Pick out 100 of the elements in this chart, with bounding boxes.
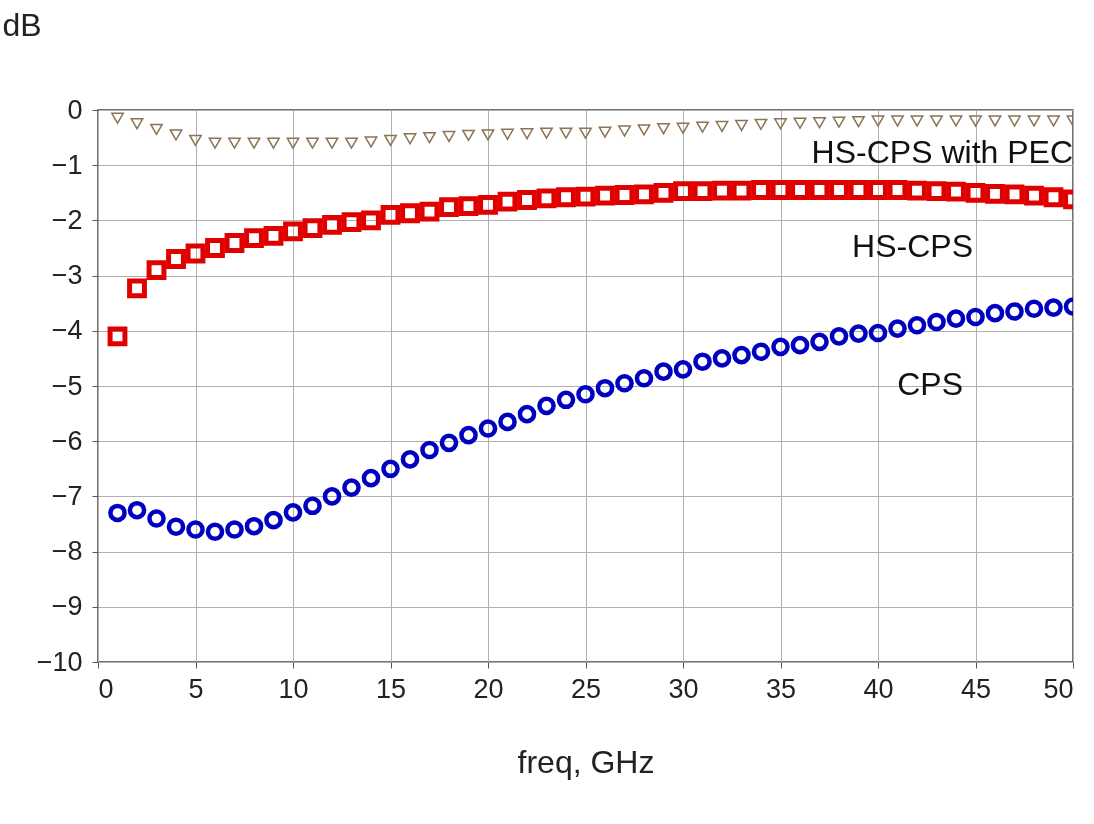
point: [419, 201, 440, 222]
point: [790, 180, 810, 200]
point: [127, 500, 147, 520]
point: [965, 182, 986, 203]
point: [712, 180, 732, 201]
point: [732, 345, 751, 365]
point: [127, 278, 147, 299]
point: [637, 124, 651, 136]
point: [751, 342, 771, 362]
point: [244, 516, 264, 536]
point: [1044, 298, 1063, 317]
point: [575, 186, 596, 207]
x-tick-label: 30: [668, 673, 699, 704]
x-tick-label: 45: [960, 673, 992, 704]
point: [303, 496, 322, 516]
point: [1047, 115, 1060, 127]
point: [478, 195, 498, 215]
point: [423, 131, 436, 144]
point: [228, 137, 241, 149]
point: [267, 137, 280, 149]
point: [107, 326, 128, 347]
point: [361, 210, 381, 231]
point: [848, 180, 869, 200]
point: [111, 112, 124, 124]
point: [208, 137, 222, 149]
x-tick-label: 25: [570, 673, 602, 704]
point: [458, 196, 479, 216]
point: [790, 335, 810, 355]
point: [595, 185, 615, 206]
point: [1024, 185, 1044, 206]
point: [384, 134, 397, 147]
point: [930, 115, 943, 127]
point: [614, 185, 635, 205]
point: [693, 352, 712, 372]
y-axis-title: dB: [2, 6, 42, 43]
point: [364, 136, 378, 148]
point: [166, 517, 186, 537]
point: [868, 323, 888, 343]
point: [559, 127, 573, 139]
point: [150, 123, 163, 136]
point: [926, 181, 947, 202]
point: [345, 137, 358, 149]
y-tick-label: 0: [67, 94, 83, 125]
point: [1027, 115, 1041, 127]
point: [400, 450, 420, 469]
point: [888, 319, 907, 338]
point: [676, 122, 690, 134]
point: [770, 180, 791, 200]
x-tick-label: 5: [188, 673, 204, 704]
point: [595, 378, 615, 398]
point: [189, 134, 202, 147]
point: [969, 115, 982, 127]
point: [985, 303, 1005, 323]
point: [910, 115, 924, 127]
point: [715, 120, 729, 133]
point: [166, 249, 186, 269]
point: [439, 433, 459, 453]
point: [147, 509, 166, 528]
point: [696, 121, 709, 133]
point: [985, 183, 1005, 204]
point: [130, 118, 144, 130]
y-tick-label: −2: [51, 204, 83, 235]
point: [579, 127, 592, 139]
point: [1004, 184, 1025, 205]
point: [731, 180, 752, 201]
point: [849, 324, 868, 343]
x-tick-label: 40: [863, 673, 894, 704]
point: [439, 197, 459, 218]
point: [286, 137, 300, 149]
point: [615, 373, 634, 393]
point: [751, 180, 771, 200]
point: [322, 487, 342, 506]
point: [598, 126, 612, 138]
point: [501, 128, 514, 140]
point: [735, 119, 748, 132]
point: [832, 116, 846, 128]
point: [403, 133, 417, 145]
point: [361, 468, 381, 488]
x-tick-label: 10: [278, 673, 309, 704]
point: [537, 396, 556, 416]
point: [478, 419, 498, 438]
point: [891, 115, 904, 127]
point: [673, 181, 693, 202]
point: [657, 123, 670, 135]
point: [1043, 187, 1064, 208]
point: [481, 129, 495, 141]
point: [400, 203, 420, 224]
point: [169, 129, 183, 141]
point: [829, 180, 849, 200]
point: [185, 243, 206, 264]
point: [322, 214, 342, 235]
point: [108, 503, 127, 523]
y-tick-label: −1: [51, 149, 83, 180]
point: [205, 238, 225, 258]
point: [949, 115, 963, 127]
series-label: HS-CPS: [852, 228, 973, 265]
point: [927, 312, 946, 332]
point: [946, 309, 966, 328]
point: [302, 218, 323, 239]
point: [556, 187, 576, 208]
